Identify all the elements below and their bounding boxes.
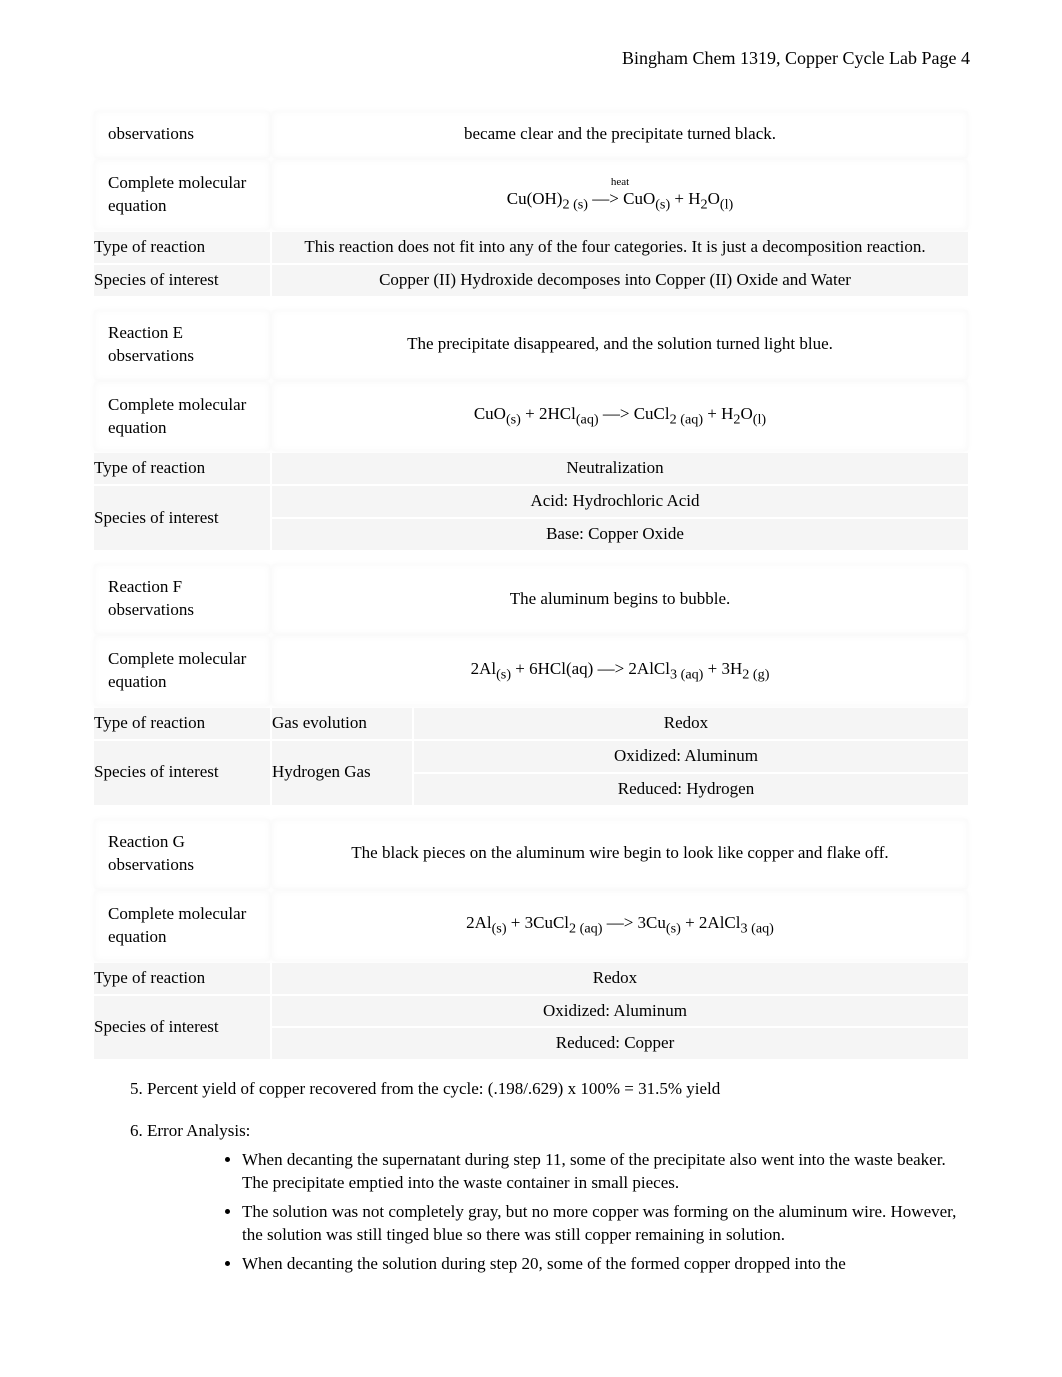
rxnF-eq-label: Complete molecular equation (94, 636, 270, 706)
rxnG-eq: 2Al(s) + 3CuCl2 (aq) —> 3Cu(s) + 2AlCl3 … (272, 891, 968, 961)
rxnE-obs-label: Reaction E observations (94, 310, 270, 380)
rxnG-obs-label: Reaction G observations (94, 819, 270, 889)
rxnD-eq: heat Cu(OH)2 (s) —> CuO(s) + H2O(l) (272, 160, 968, 230)
reaction-g-table: Reaction G observations The black pieces… (92, 817, 970, 1062)
rxnF-type-right: Redox (414, 708, 968, 739)
rxnF-type-left: Gas evolution (272, 708, 412, 739)
rxnF-species-r1: Oxidized: Aluminum (414, 741, 968, 772)
question-5: 5. Percent yield of copper recovered fro… (130, 1079, 970, 1099)
rxnF-type-label: Type of reaction (94, 708, 270, 739)
reaction-f-table: Reaction F observations The aluminum beg… (92, 562, 970, 807)
rxnE-species1: Acid: Hydrochloric Acid (272, 486, 968, 517)
page-header: Bingham Chem 1319, Copper Cycle Lab Page… (92, 48, 970, 69)
rxnE-species2: Base: Copper Oxide (272, 519, 968, 550)
error-bullet: The solution was not completely gray, bu… (242, 1201, 960, 1247)
rxnE-species-label: Species of interest (94, 486, 270, 550)
rxnD-eq-heat: heat (507, 175, 734, 190)
rxnG-type-label: Type of reaction (94, 963, 270, 994)
rxnG-type: Redox (272, 963, 968, 994)
rxnG-species1: Oxidized: Aluminum (272, 996, 968, 1027)
rxnE-type: Neutralization (272, 453, 968, 484)
rxnD-eq-text: Cu(OH)2 (s) —> CuO(s) + H2O(l) (507, 189, 734, 208)
error-bullet: When decanting the solution during step … (242, 1253, 960, 1276)
error-analysis-list: When decanting the supernatant during st… (242, 1149, 970, 1276)
rxnD-type: This reaction does not fit into any of t… (272, 232, 968, 263)
rxnF-obs: The aluminum begins to bubble. (272, 564, 968, 634)
rxnG-species-label: Species of interest (94, 996, 270, 1060)
reaction-d-table: observations became clear and the precip… (92, 109, 970, 298)
rxnD-eq-label: Complete molecular equation (94, 160, 270, 230)
rxnE-eq: CuO(s) + 2HCl(aq) —> CuCl2 (aq) + H2O(l) (272, 382, 968, 452)
rxnG-eq-label: Complete molecular equation (94, 891, 270, 961)
reaction-e-table: Reaction E observations The precipitate … (92, 308, 970, 553)
rxnG-obs: The black pieces on the aluminum wire be… (272, 819, 968, 889)
rxnD-species-label: Species of interest (94, 265, 270, 296)
rxnE-type-label: Type of reaction (94, 453, 270, 484)
rxnD-obs: became clear and the precipitate turned … (272, 111, 968, 158)
rxnD-type-label: Type of reaction (94, 232, 270, 263)
rxnF-species-left: Hydrogen Gas (272, 741, 412, 805)
rxnF-obs-label: Reaction F observations (94, 564, 270, 634)
rxnD-species: Copper (II) Hydroxide decomposes into Co… (272, 265, 968, 296)
rxnE-obs: The precipitate disappeared, and the sol… (272, 310, 968, 380)
question-6-heading: 6. Error Analysis: (130, 1121, 970, 1141)
rxnF-species-r2: Reduced: Hydrogen (414, 774, 968, 805)
rxnF-species-label: Species of interest (94, 741, 270, 805)
rxnE-eq-label: Complete molecular equation (94, 382, 270, 452)
rxnD-obs-label: observations (94, 111, 270, 158)
rxnG-species2: Reduced: Copper (272, 1028, 968, 1059)
rxnF-eq: 2Al(s) + 6HCl(aq) —> 2AlCl3 (aq) + 3H2 (… (272, 636, 968, 706)
error-bullet: When decanting the supernatant during st… (242, 1149, 960, 1195)
page: Bingham Chem 1319, Copper Cycle Lab Page… (0, 0, 1062, 1377)
